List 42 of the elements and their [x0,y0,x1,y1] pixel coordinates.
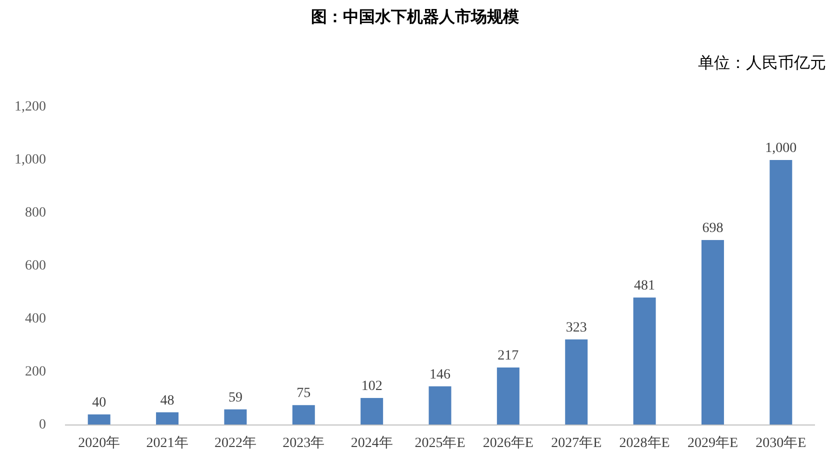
data-label: 146 [430,367,450,382]
text: 单位：人民币亿元 [698,54,826,72]
data-label: 698 [702,221,724,236]
x-tick-label: 2023年 [282,435,325,451]
y-tick-label: 600 [25,258,46,274]
x-tick-label: 2020年 [78,435,120,451]
data-label: 40 [92,395,106,410]
data-label: 481 [634,278,656,294]
x-tick-label: 2030年E [756,435,806,451]
bar [292,405,315,425]
data-label: 217 [498,348,519,364]
x-tick-label: 2028年E [619,435,670,451]
bar [770,160,792,425]
x-tick-label: 2029年E [687,435,738,451]
data-label: 48 [160,393,174,408]
x-tick-label: 2021年 [146,435,188,451]
x-tick-label: 2025年E [414,435,466,451]
x-tick-label: 2022年 [214,435,256,451]
y-tick-label: 1,000 [14,152,46,168]
bar [156,412,179,425]
data-label: 323 [566,320,587,336]
data-label: 75 [296,386,311,402]
y-tick-label: 400 [25,312,46,326]
bar [360,398,384,425]
bar [428,386,452,425]
bar [224,409,247,425]
y-tick-label: 200 [25,364,46,380]
data-label: 102 [361,378,382,394]
chart-title: 图：中国水下机器人市场规模 [311,8,519,26]
y-tick-label: 0 [39,418,46,432]
bar [88,414,110,425]
bar [565,339,588,425]
bar [633,298,656,425]
data-label: 1,000 [765,141,797,156]
y-tick-label: 800 [25,206,46,220]
x-tick-label: 2026年E [482,435,534,451]
data-label: 59 [228,390,242,406]
bar [496,367,520,425]
x-tick-label: 2024年 [350,435,393,451]
y-tick-label: 1,200 [14,100,46,114]
bar [701,240,724,425]
x-tick-label: 2027年E [551,435,602,451]
